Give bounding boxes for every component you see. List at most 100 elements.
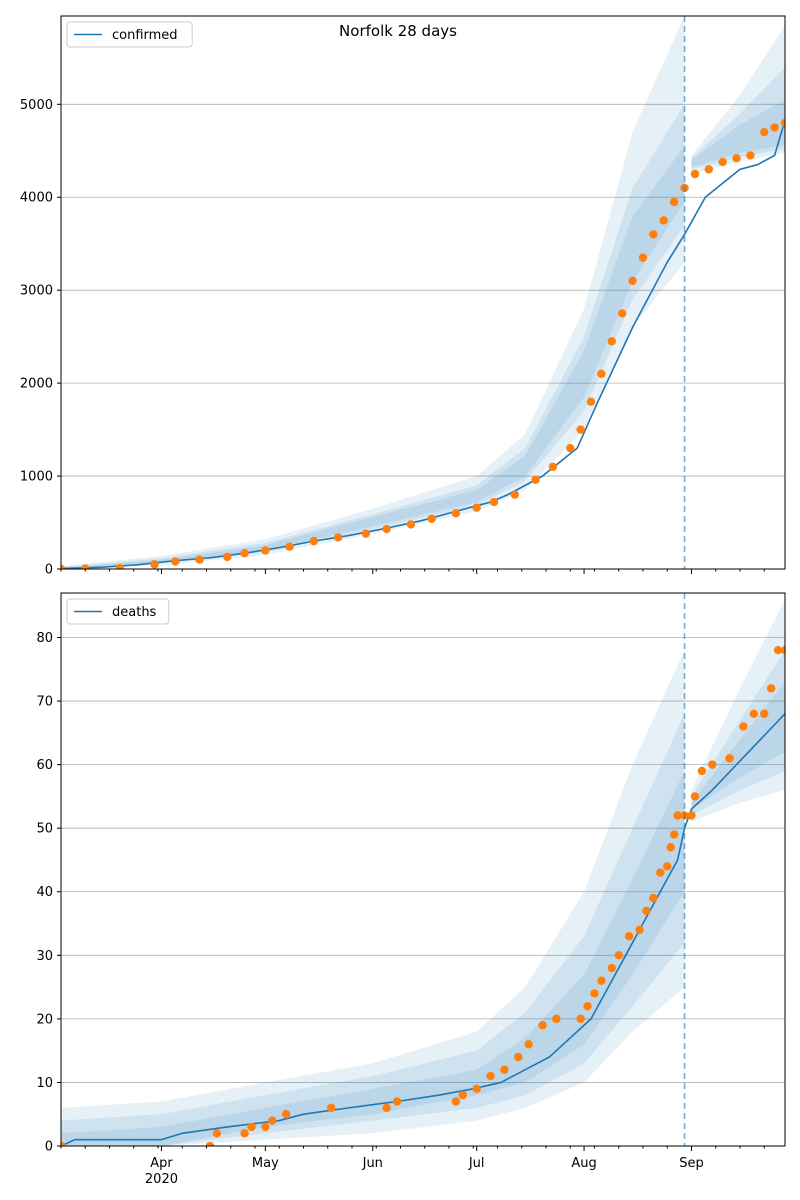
y-tick-label: 80 (36, 631, 53, 646)
confirmed-chart-panel: 0 1000 2000 3000 4000 5000 confirmed (20, 15, 786, 578)
observed-point (739, 722, 748, 731)
y-tick-label: 1000 (20, 470, 53, 485)
observed-point (212, 1129, 222, 1138)
uncertainty-band-inner-forecast (691, 99, 785, 168)
observed-point (773, 646, 783, 655)
observed-point (268, 1116, 277, 1125)
x-tick-label: Aug (571, 1156, 596, 1171)
uncertainty-band-inner-fit (61, 146, 685, 569)
observed-point (309, 536, 319, 546)
observed-point (472, 503, 481, 512)
observed-point (749, 709, 759, 718)
observed-point (725, 754, 734, 763)
x-tick-sublabel: 2020 (145, 1172, 178, 1187)
uncertainty-band-middle-forecast (691, 67, 785, 170)
observed-point (451, 1097, 461, 1106)
observed-point (586, 397, 596, 406)
observed-point (669, 197, 679, 207)
y-tick-label: 3000 (20, 284, 53, 299)
x-tick-label: Jul (468, 1156, 485, 1171)
observed-point (240, 1129, 249, 1138)
axes-frame (60, 15, 786, 570)
observed-point (500, 1065, 509, 1074)
observed-point (687, 811, 696, 820)
observed-point (718, 157, 727, 167)
legend-box (66, 598, 170, 625)
observed-point (327, 1103, 336, 1113)
plot-area (61, 599, 785, 1146)
axes-frame (60, 592, 786, 1147)
observed-point (427, 514, 436, 524)
y-tick-label: 50 (36, 822, 53, 837)
observed-point (708, 760, 717, 769)
observed-point (663, 862, 672, 871)
uncertainty-band-outer-fit (61, 16, 685, 569)
observed-point (649, 230, 658, 239)
observed-point (195, 555, 204, 564)
observed-point (617, 309, 627, 318)
observed-point (524, 1040, 533, 1049)
x-tick-label: Sep (679, 1156, 704, 1171)
observed-point (261, 546, 270, 555)
observed-point (624, 932, 634, 941)
uncertainty-band-outer-fit (61, 650, 685, 1146)
observed-point (281, 1110, 291, 1119)
observed-point (61, 1141, 66, 1146)
y-tick-label: 5000 (20, 98, 53, 113)
y-tick-label: 60 (36, 758, 53, 773)
observed-point (171, 557, 180, 566)
observed-point (510, 490, 519, 499)
observed-point (514, 1052, 523, 1062)
observed-point (576, 1014, 585, 1024)
x-tick-label: May (252, 1156, 279, 1171)
observed-point (361, 529, 371, 538)
legend-label: deaths (112, 605, 157, 620)
y-tick-label: 40 (36, 885, 53, 900)
y-tick-label: 20 (36, 1012, 53, 1027)
observed-point (780, 118, 785, 128)
observed-point (690, 169, 700, 179)
observed-point (61, 564, 66, 569)
model-line (61, 119, 785, 569)
y-tick-label: 2000 (20, 377, 53, 392)
observed-point (597, 369, 606, 379)
y-tick-label: 70 (36, 695, 53, 710)
y-tick-label: 10 (36, 1076, 53, 1091)
observed-point (770, 123, 779, 132)
y-tick-label: 0 (45, 563, 53, 578)
x-tick-label: Apr (150, 1156, 173, 1171)
observed-point (628, 276, 637, 286)
observed-point (406, 520, 416, 529)
observed-point (285, 542, 294, 551)
y-tick-label: 0 (45, 1140, 53, 1155)
observed-point (590, 989, 599, 998)
legend-box (66, 21, 193, 48)
observed-point (451, 509, 461, 518)
observed-point (392, 1097, 402, 1106)
legend: deaths (66, 598, 170, 625)
observed-point (746, 151, 755, 160)
observed-point (382, 1103, 391, 1113)
y-tick-label: 30 (36, 949, 53, 964)
uncertainty-band-outer-forecast (691, 25, 785, 175)
observed-point (240, 549, 249, 558)
uncertainty-band-middle-forecast (691, 650, 785, 816)
observed-point (486, 1071, 495, 1081)
observed-point (766, 684, 776, 693)
observed-point (780, 646, 785, 655)
uncertainty-band-middle-fit (61, 713, 685, 1146)
plot-area (61, 16, 785, 569)
legend: confirmed (66, 21, 193, 48)
y-tick-label: 4000 (20, 191, 53, 206)
observed-point (566, 443, 575, 453)
observed-point (458, 1090, 468, 1100)
observed-point (548, 462, 558, 471)
observed-point (607, 337, 616, 346)
observed-point (115, 563, 125, 569)
observed-point (81, 564, 90, 569)
observed-point (247, 1122, 256, 1132)
observed-point (531, 475, 540, 484)
observed-point (673, 811, 682, 820)
